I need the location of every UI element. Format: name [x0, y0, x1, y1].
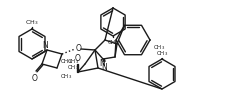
Text: O: O: [75, 54, 81, 62]
Text: CH$_3$: CH$_3$: [67, 57, 79, 66]
Text: N: N: [101, 62, 106, 71]
Text: CH$_3$: CH$_3$: [152, 43, 164, 51]
Text: O: O: [32, 73, 38, 82]
Text: N: N: [42, 41, 48, 50]
Text: N: N: [99, 58, 104, 67]
Text: CH$_3$: CH$_3$: [60, 71, 72, 80]
Text: CH$_3$: CH$_3$: [155, 49, 167, 57]
Text: CH$_3$: CH$_3$: [67, 63, 79, 72]
Text: O: O: [76, 44, 82, 53]
Text: CH$_3$: CH$_3$: [106, 38, 119, 46]
Text: CH$_3$: CH$_3$: [60, 57, 72, 65]
Text: CH$_3$: CH$_3$: [25, 18, 38, 27]
